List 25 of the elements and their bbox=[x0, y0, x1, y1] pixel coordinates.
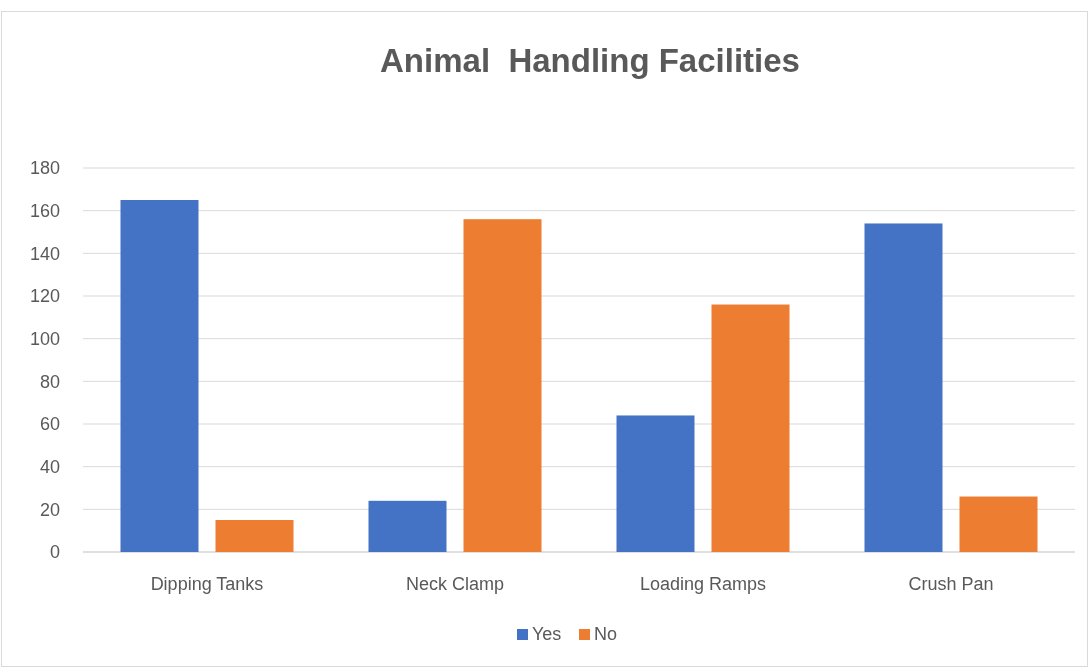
bar bbox=[711, 304, 790, 552]
x-tick-label: Crush Pan bbox=[908, 574, 994, 594]
y-tick-label: 80 bbox=[39, 371, 60, 392]
bar bbox=[463, 219, 542, 552]
bar bbox=[368, 500, 447, 552]
x-tick-label: Dipping Tanks bbox=[150, 574, 264, 594]
chart-title: Animal Handling Facilities bbox=[380, 42, 800, 79]
bar bbox=[864, 223, 943, 552]
y-tick-label: 20 bbox=[39, 499, 60, 520]
x-tick-label: Loading Ramps bbox=[639, 574, 767, 594]
y-tick-label: 40 bbox=[39, 456, 60, 477]
bar bbox=[120, 200, 199, 552]
y-tick-label: 100 bbox=[29, 328, 60, 349]
y-tick-label: 60 bbox=[39, 414, 60, 435]
x-tick-label: Neck Clamp bbox=[405, 574, 505, 594]
legend-label: Yes bbox=[532, 624, 562, 644]
y-tick-label: 120 bbox=[29, 286, 60, 307]
y-tick-label: 140 bbox=[29, 243, 60, 264]
y-tick-label: 180 bbox=[29, 158, 60, 179]
bar bbox=[215, 520, 294, 552]
y-tick-label: 160 bbox=[29, 200, 60, 221]
legend-label: No bbox=[594, 624, 618, 644]
bar bbox=[959, 496, 1038, 552]
bar bbox=[616, 415, 695, 552]
y-tick-label: 0 bbox=[49, 542, 60, 563]
